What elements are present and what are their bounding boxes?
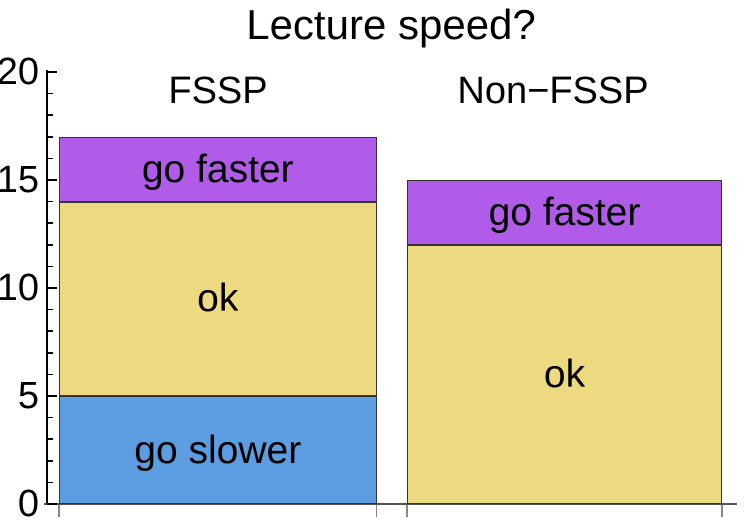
y-axis-tick-label: 10 <box>0 267 39 309</box>
y-axis-minor-tick <box>47 92 53 95</box>
bar-segment: go slower <box>59 396 377 504</box>
y-axis-minor-tick <box>47 136 53 138</box>
segment-label: ok <box>543 352 586 396</box>
segment-label: ok <box>197 277 239 321</box>
y-axis-minor-tick <box>47 373 53 376</box>
y-axis-major-tick <box>47 395 57 397</box>
bar-group-label: Non−FSSP <box>457 70 649 112</box>
y-axis-tick-label: 20 <box>0 51 39 93</box>
bar-segment: ok <box>59 201 377 396</box>
y-axis-major-tick <box>47 287 57 289</box>
segment-label: go slower <box>134 428 302 472</box>
y-axis-minor-tick <box>47 157 53 160</box>
bar-segment: go faster <box>59 136 377 202</box>
y-axis-major-tick <box>47 179 57 181</box>
y-axis-minor-tick <box>47 352 53 354</box>
y-axis-minor-tick <box>47 438 53 440</box>
y-axis-minor-tick <box>47 265 53 268</box>
y-axis-minor-tick <box>47 114 53 116</box>
bar-segment: go faster <box>407 180 722 245</box>
y-axis-minor-tick <box>47 460 53 462</box>
segment-label: go faster <box>488 190 641 234</box>
y-axis-minor-tick <box>47 308 53 311</box>
x-axis-tick <box>721 504 723 517</box>
y-axis-line <box>45 70 48 504</box>
x-axis-line <box>44 503 737 505</box>
y-axis-minor-tick <box>47 244 53 246</box>
x-axis-tick <box>58 504 60 517</box>
x-axis-tick <box>406 504 408 517</box>
y-axis-tick-label: 15 <box>0 159 39 201</box>
y-axis-major-tick <box>47 503 57 505</box>
y-axis-tick-label: 0 <box>17 483 39 525</box>
y-axis-minor-tick <box>47 481 53 484</box>
x-axis-tick <box>375 504 378 517</box>
y-axis-minor-tick <box>47 330 53 332</box>
chart-title: Lecture speed? <box>246 1 536 48</box>
y-axis-tick-label: 5 <box>17 375 39 417</box>
bar-group-label: FSSP <box>168 70 268 112</box>
y-axis-minor-tick <box>47 200 53 203</box>
bar-segment: ok <box>407 244 722 504</box>
segment-label: go faster <box>141 147 294 191</box>
y-axis-minor-tick <box>47 416 53 419</box>
y-axis-major-tick <box>47 71 57 73</box>
y-axis-minor-tick <box>47 222 53 224</box>
